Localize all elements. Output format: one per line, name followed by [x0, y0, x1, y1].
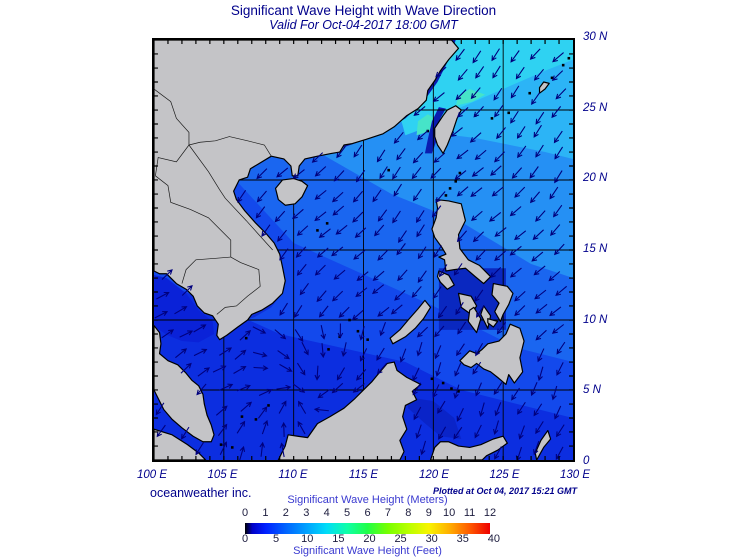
lat-label: 25 N	[583, 101, 608, 114]
chart-title: Significant Wave Height with Wave Direct…	[230, 3, 497, 18]
cb-feet-tick: 20	[363, 533, 376, 545]
lat-label: 15 N	[583, 243, 608, 255]
map-svg	[154, 40, 573, 460]
cb-feet-tick: 15	[332, 533, 345, 545]
cb-feet-tick: 40	[487, 533, 501, 545]
cb-meters-tick: 7	[384, 507, 391, 519]
land-masses	[154, 40, 552, 460]
lat-label: 30 N	[583, 31, 608, 43]
cb-meters-tick: 4	[323, 507, 330, 519]
cb-feet-tick: 25	[394, 533, 407, 545]
plotted-timestamp: Plotted at Oct 04, 2017 15:21 GMT	[432, 486, 577, 496]
wave-direction-arrows	[154, 48, 568, 460]
lon-label: 115 E	[348, 469, 379, 481]
colorbar-feet-label: Significant Wave Height (Feet)	[293, 545, 442, 557]
lon-label: 105 E	[207, 469, 238, 481]
cb-meters-tick: 8	[405, 507, 412, 519]
cb-meters-tick: 12	[483, 507, 497, 519]
lon-label: 125 E	[489, 469, 520, 481]
lon-label: 120 E	[418, 469, 450, 481]
cb-feet-tick: 10	[301, 533, 314, 545]
cb-meters-tick: 1	[262, 507, 269, 519]
lat-label: 10 N	[583, 313, 608, 326]
lon-label: 130 E	[559, 469, 591, 481]
colorbar-gradient	[245, 523, 490, 534]
degree-ticks	[154, 40, 573, 460]
lat-label: 20 N	[583, 172, 608, 185]
lat-label: 0	[583, 455, 590, 467]
cb-meters-tick: 9	[425, 507, 432, 519]
lon-label: 110 E	[278, 469, 308, 481]
cb-feet-tick: 30	[425, 533, 438, 545]
lat-label: 5 N	[583, 384, 601, 397]
cb-meters-tick: 11	[463, 507, 476, 519]
cb-feet-tick: 35	[456, 533, 469, 545]
chart-subtitle: Valid For Oct-04-2017 18:00 GMT	[269, 18, 458, 32]
cb-feet-tick: 5	[273, 533, 280, 545]
cb-meters-tick: 3	[303, 507, 310, 519]
cb-meters-tick: 2	[282, 507, 289, 519]
cb-meters-tick: 0	[241, 507, 249, 519]
colorbar-meters-label: Significant Wave Height (Meters)	[287, 494, 448, 506]
cb-meters-tick: 5	[344, 507, 351, 519]
map-canvas	[152, 38, 575, 462]
cb-feet-tick: 0	[241, 533, 249, 545]
cb-meters-tick: 6	[364, 507, 371, 519]
cb-meters-tick: 10	[443, 507, 456, 519]
credit-text: oceanweather inc.	[150, 486, 252, 500]
lon-label: 100 E	[136, 469, 168, 481]
country-borders	[154, 88, 273, 315]
